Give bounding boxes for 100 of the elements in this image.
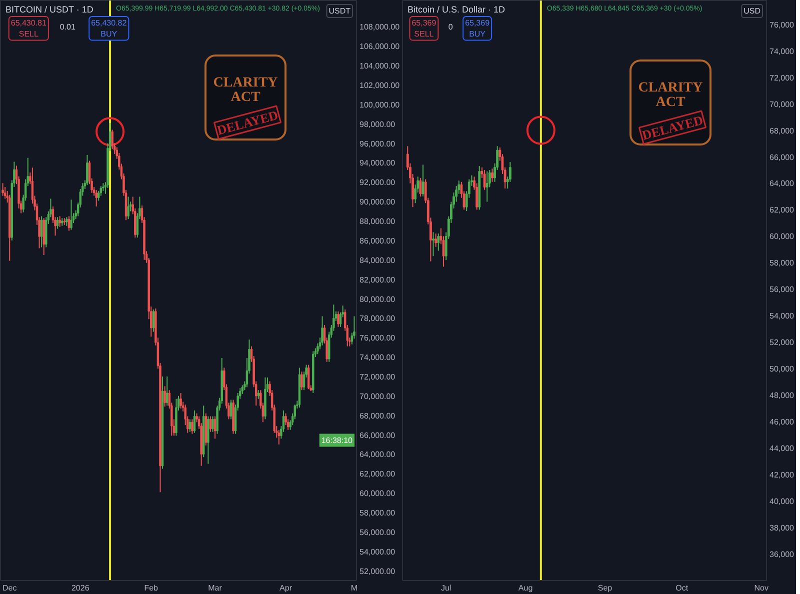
y-tick-label: 70,000.00 <box>360 392 396 401</box>
candlestick <box>230 399 232 420</box>
annotation: CLARITY ACT <box>213 76 278 105</box>
x-tick-label: Nov <box>754 584 768 592</box>
y-tick-label: 56,000.00 <box>360 528 396 537</box>
candlestick <box>56 216 59 230</box>
candlestick <box>491 168 494 182</box>
annotation: BUY <box>469 29 486 38</box>
y-tick-label: 50,000 <box>770 364 795 374</box>
candlestick <box>164 386 166 408</box>
y-tick-label: 66,000.00 <box>360 430 396 440</box>
chart-title: BITCOIN / USDT · 1D <box>6 4 94 14</box>
y-tick-label: 68,000 <box>770 126 795 136</box>
candlestick <box>95 189 98 207</box>
y-tick-label: 62,000.00 <box>360 470 396 479</box>
candlestick <box>432 232 434 257</box>
x-tick-label: Dec <box>2 584 17 592</box>
text: Bitcoin / U.S. Dollar · 1D <box>408 4 506 14</box>
x-tick-label: Jul <box>440 584 452 592</box>
annotation: 65,430.82 <box>91 18 128 28</box>
y-tick-label: 92,000.00 <box>360 178 396 188</box>
y-tick-label: 80,000.00 <box>360 294 396 304</box>
annotation: SELL <box>414 29 434 38</box>
annotation: SELL <box>18 29 39 38</box>
y-tick-label: 100,000.00 <box>360 100 400 110</box>
candlestick <box>127 196 130 220</box>
annotation: 0.01 <box>60 22 76 32</box>
y-tick-label: 36,000 <box>770 550 795 560</box>
candlestick <box>483 170 486 190</box>
y-tick-label: 90,000.00 <box>360 198 396 207</box>
y-tick-label: 52,000 <box>770 338 795 348</box>
candlestick <box>98 190 100 202</box>
y-tick-label: 54,000.00 <box>360 547 396 556</box>
candlestick <box>207 416 210 464</box>
candlestick <box>70 199 72 230</box>
candlestick <box>214 416 216 440</box>
candlestick <box>486 170 488 202</box>
y-tick-label: 62,000 <box>770 206 795 215</box>
y-tick-label: 58,000.00 <box>360 508 396 518</box>
y-tick-label: 46,000 <box>770 418 795 427</box>
candlestick <box>337 310 340 328</box>
y-tick-label: 94,000.00 <box>360 158 396 168</box>
candlestick <box>152 308 155 332</box>
x-tick-label: M <box>350 584 358 592</box>
candlestick <box>422 164 424 197</box>
annotation: USD <box>744 6 761 16</box>
x-tick-label: Oct <box>676 584 689 592</box>
y-tick-label: 82,000.00 <box>360 275 396 284</box>
y-tick-label: 84,000.00 <box>360 256 396 265</box>
y-tick-label: 56,000 <box>770 285 795 294</box>
y-tick-label: 38,000 <box>770 524 795 533</box>
y-tick-label: 64,000.00 <box>360 450 396 460</box>
annotation: USDT <box>328 6 351 16</box>
y-tick-label: 44,000 <box>770 444 795 454</box>
y-tick-label: 76,000 <box>770 20 795 30</box>
y-tick-label: 58,000 <box>770 258 795 268</box>
candlestick <box>193 410 196 434</box>
candlestick <box>437 233 440 252</box>
candlestick <box>419 177 422 197</box>
y-tick-label: 48,000 <box>770 391 795 400</box>
annotation: 16:38:10 <box>321 436 354 445</box>
y-tick-label: 102,000.00 <box>360 81 400 90</box>
annotation: 65,430.81 <box>10 18 48 28</box>
y-tick-label: 60,000 <box>770 232 795 242</box>
y-tick-label: 76,000.00 <box>360 334 396 343</box>
candlestick <box>100 186 102 196</box>
y-tick-label: 68,000.00 <box>360 411 396 420</box>
annotation: 65,369 <box>412 18 437 28</box>
candlestick <box>58 216 61 228</box>
x-tick-label: 2026 <box>71 584 90 592</box>
candlestick <box>111 129 114 150</box>
y-tick-label: 60,000.00 <box>360 489 396 498</box>
candlestick <box>212 416 214 432</box>
x-tick-label: Mar <box>208 584 222 592</box>
y-tick-label: 86,000.00 <box>360 236 396 246</box>
candlestick <box>2 182 4 196</box>
y-tick-label: 42,000 <box>770 470 795 480</box>
y-tick-label: 78,000.00 <box>360 314 396 324</box>
y-tick-label: 98,000.00 <box>360 120 396 129</box>
candlestick <box>434 233 438 248</box>
y-tick-label: 72,000.00 <box>360 372 396 382</box>
candlestick <box>86 154 88 186</box>
candlestick <box>4 186 6 200</box>
y-tick-label: 72,000 <box>770 73 795 82</box>
x-tick-label: Aug <box>518 584 533 592</box>
candlestick <box>284 412 287 426</box>
y-tick-label: 66,000 <box>770 152 795 162</box>
y-tick-label: 108,000.00 <box>360 22 400 32</box>
candlestick <box>278 429 280 445</box>
candlestick <box>191 418 194 434</box>
y-tick-label: 64,000 <box>770 179 795 188</box>
candlestick <box>188 418 192 432</box>
candlestick <box>40 216 43 248</box>
annotation: 0 <box>448 22 454 32</box>
y-tick-label: 70,000 <box>770 100 795 109</box>
y-tick-label: 74,000 <box>770 46 795 56</box>
annotation: CLARITY ACT <box>638 80 703 110</box>
y-tick-label: 104,000.00 <box>360 62 400 71</box>
candlestick <box>321 316 324 346</box>
y-tick-label: 52,000.00 <box>360 566 396 576</box>
